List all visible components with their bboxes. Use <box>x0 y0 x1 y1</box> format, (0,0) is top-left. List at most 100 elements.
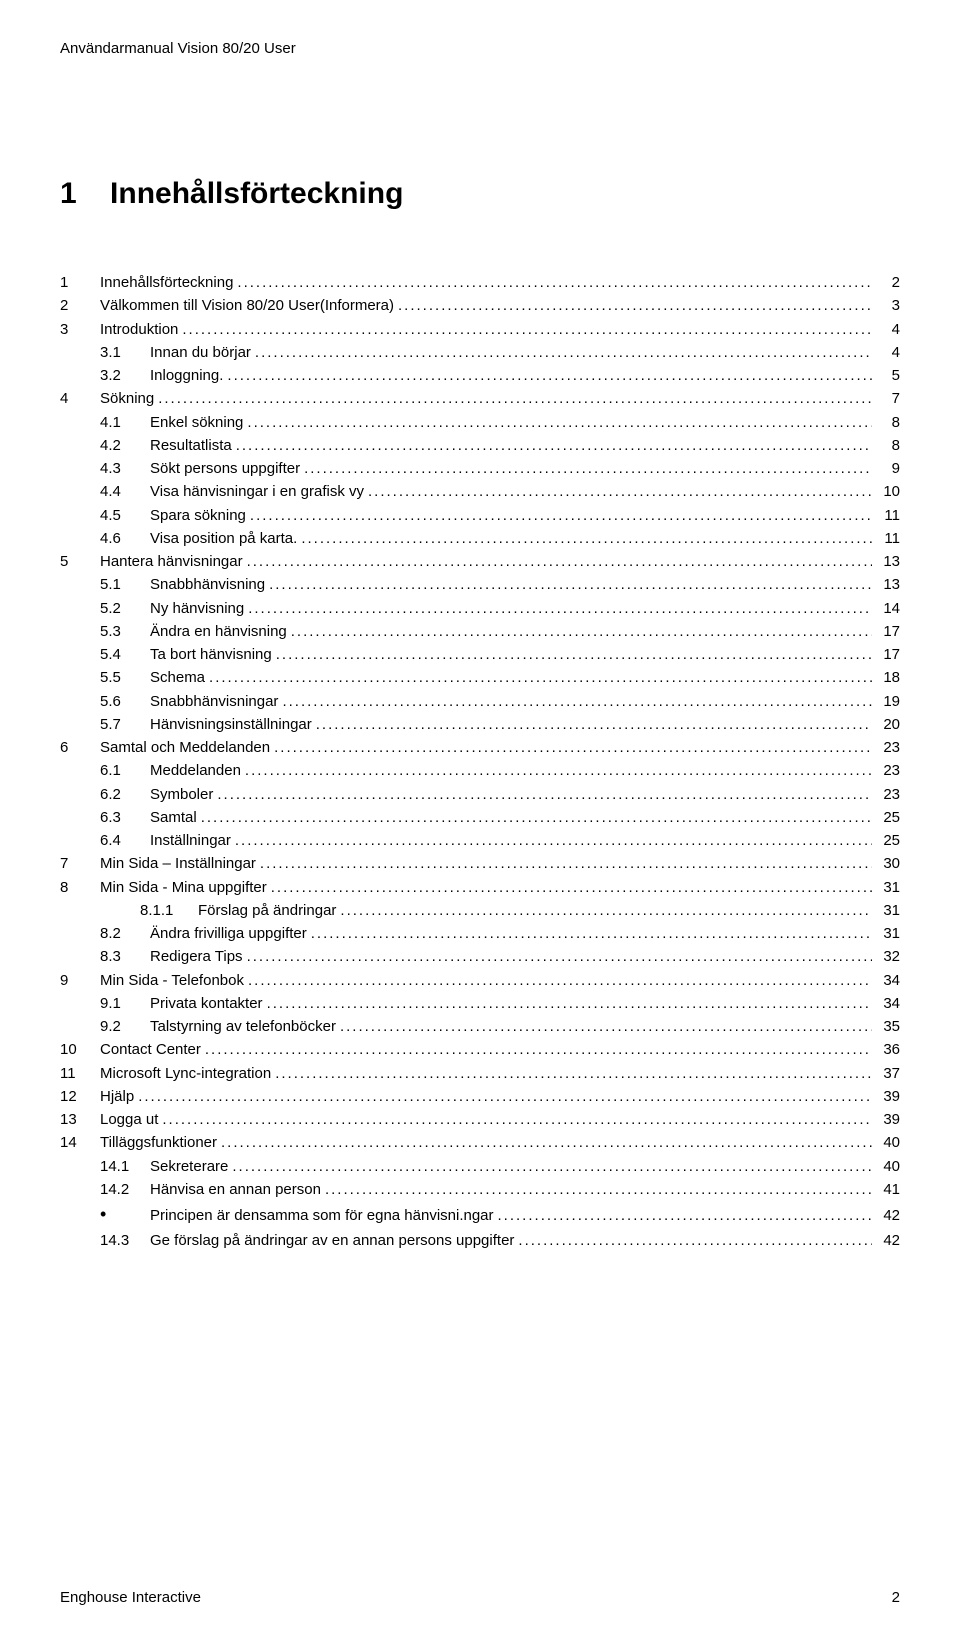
toc-leader-dots <box>182 318 872 341</box>
toc-leader-dots <box>368 480 872 503</box>
toc-entry: 5.4Ta bort hänvisning17 <box>60 643 900 666</box>
toc-entry-number: 3.2 <box>100 364 142 387</box>
toc-leader-dots <box>518 1229 872 1252</box>
toc-entry: 8.3Redigera Tips32 <box>60 945 900 968</box>
toc-entry: 5.3Ändra en hänvisning17 <box>60 620 900 643</box>
toc-entry-number: 4.6 <box>100 527 142 550</box>
toc-entry-number: 14.1 <box>100 1155 142 1178</box>
toc-entry-page: 9 <box>876 457 900 480</box>
toc-entry-page: 39 <box>876 1085 900 1108</box>
toc-entry-title: Min Sida – Inställningar <box>88 852 256 875</box>
toc-entry-title: Contact Center <box>88 1038 201 1061</box>
toc-leader-dots <box>158 387 872 410</box>
toc-leader-dots <box>275 1062 872 1085</box>
toc-entry-page: 35 <box>876 1015 900 1038</box>
toc-entry-title: Välkommen till Vision 80/20 User(Informe… <box>88 294 394 317</box>
toc-entry-title: Innan du börjar <box>142 341 251 364</box>
toc-leader-dots <box>227 364 872 387</box>
toc-entry: 6.2Symboler23 <box>60 783 900 806</box>
toc-entry-title: Resultatlista <box>142 434 232 457</box>
toc-entry-page: 17 <box>876 643 900 666</box>
toc-leader-dots <box>205 1038 872 1061</box>
toc-entry-page: 13 <box>876 573 900 596</box>
toc-entry-number: 5.6 <box>100 690 142 713</box>
toc-leader-dots <box>267 992 872 1015</box>
toc-entry-page: 36 <box>876 1038 900 1061</box>
toc-entry-title: Innehållsförteckning <box>88 271 233 294</box>
toc-entry-title: Samtal <box>142 806 197 829</box>
toc-leader-dots <box>291 620 872 643</box>
toc-leader-dots <box>232 1155 872 1178</box>
toc-entry: 10Contact Center36 <box>60 1038 900 1061</box>
chapter-title: Innehållsförteckning <box>110 177 403 210</box>
toc-leader-dots <box>247 411 872 434</box>
toc-entry-title: Visa hänvisningar i en grafisk vy <box>142 480 364 503</box>
toc-entry-page: 19 <box>876 690 900 713</box>
toc-entry-page: 20 <box>876 713 900 736</box>
toc-entry: 9.1Privata kontakter34 <box>60 992 900 1015</box>
toc-entry-title: Förslag på ändringar <box>190 899 336 922</box>
toc-entry-number: 4.3 <box>100 457 142 480</box>
toc-entry-title: Hantera hänvisningar <box>88 550 243 573</box>
toc-leader-dots <box>138 1085 872 1108</box>
toc-entry-number: 14.3 <box>100 1229 142 1252</box>
toc-entry-page: 34 <box>876 992 900 1015</box>
toc-entry-title: Logga ut <box>88 1108 158 1131</box>
toc-leader-dots <box>304 457 872 480</box>
toc-entry-page: 13 <box>876 550 900 573</box>
toc-leader-dots <box>248 597 872 620</box>
toc-entry: 2Välkommen till Vision 80/20 User(Inform… <box>60 294 900 317</box>
toc-entry-title: Snabbhänvisningar <box>142 690 278 713</box>
toc-entry-title: Schema <box>142 666 205 689</box>
toc-entry: 5Hantera hänvisningar 13 <box>60 550 900 573</box>
toc-entry: 1Innehållsförteckning2 <box>60 271 900 294</box>
toc-entry: 8.1.1Förslag på ändringar31 <box>60 899 900 922</box>
document-header: Användarmanual Vision 80/20 User <box>60 40 900 57</box>
toc-entry: 4.6Visa position på karta.11 <box>60 527 900 550</box>
toc-entry-title: Sökt persons uppgifter <box>142 457 300 480</box>
chapter-heading: 1 Innehållsförteckning <box>60 177 900 211</box>
toc-entry-number: 5.1 <box>100 573 142 596</box>
toc-entry-number: 14.2 <box>100 1178 142 1201</box>
toc-entry: 6.3Samtal25 <box>60 806 900 829</box>
toc-entry-number: 6 <box>60 736 88 759</box>
toc-entry: 4.1Enkel sökning8 <box>60 411 900 434</box>
toc-entry: 11Microsoft Lync-integration37 <box>60 1062 900 1085</box>
toc-leader-dots <box>237 271 872 294</box>
toc-entry-title: Ändra en hänvisning <box>142 620 287 643</box>
toc-entry: 12Hjälp39 <box>60 1085 900 1108</box>
toc-leader-dots <box>162 1108 872 1131</box>
toc-entry-page: 2 <box>876 271 900 294</box>
toc-leader-dots <box>274 736 872 759</box>
toc-entry-page: 42 <box>876 1204 900 1227</box>
toc-entry-page: 31 <box>876 876 900 899</box>
toc-leader-dots <box>325 1178 872 1201</box>
toc-entry: •Principen är densamma som för egna hänv… <box>60 1201 900 1229</box>
toc-entry-page: 31 <box>876 922 900 945</box>
toc-entry-page: 11 <box>876 504 900 527</box>
toc-entry-title: Hänvisa en annan person <box>142 1178 321 1201</box>
toc-entry-title: Inställningar <box>142 829 231 852</box>
toc-entry-number: 5 <box>60 550 88 573</box>
toc-entry-page: 34 <box>876 969 900 992</box>
toc-entry: 4.2Resultatlista8 <box>60 434 900 457</box>
toc-entry-page: 30 <box>876 852 900 875</box>
toc-leader-dots <box>340 899 872 922</box>
toc-entry-number: 14 <box>60 1131 88 1154</box>
toc-entry: 4.3Sökt persons uppgifter 9 <box>60 457 900 480</box>
toc-entry-page: 17 <box>876 620 900 643</box>
toc-entry-page: 37 <box>876 1062 900 1085</box>
toc-entry-title: Visa position på karta. <box>142 527 297 550</box>
toc-entry-number: 5.2 <box>100 597 142 620</box>
toc-entry-page: 40 <box>876 1155 900 1178</box>
toc-entry-number: 7 <box>60 852 88 875</box>
toc-entry-number: 6.3 <box>100 806 142 829</box>
toc-entry: 6.4Inställningar25 <box>60 829 900 852</box>
toc-entry: 9.2Talstyrning av telefonböcker35 <box>60 1015 900 1038</box>
table-of-contents: 1Innehållsförteckning22Välkommen till Vi… <box>60 271 900 1252</box>
toc-entry: 6Samtal och Meddelanden23 <box>60 736 900 759</box>
toc-entry: 14.1Sekreterare40 <box>60 1155 900 1178</box>
toc-entry-number: 6.4 <box>100 829 142 852</box>
toc-entry: 6.1Meddelanden23 <box>60 759 900 782</box>
toc-entry: 5.2Ny hänvisning14 <box>60 597 900 620</box>
